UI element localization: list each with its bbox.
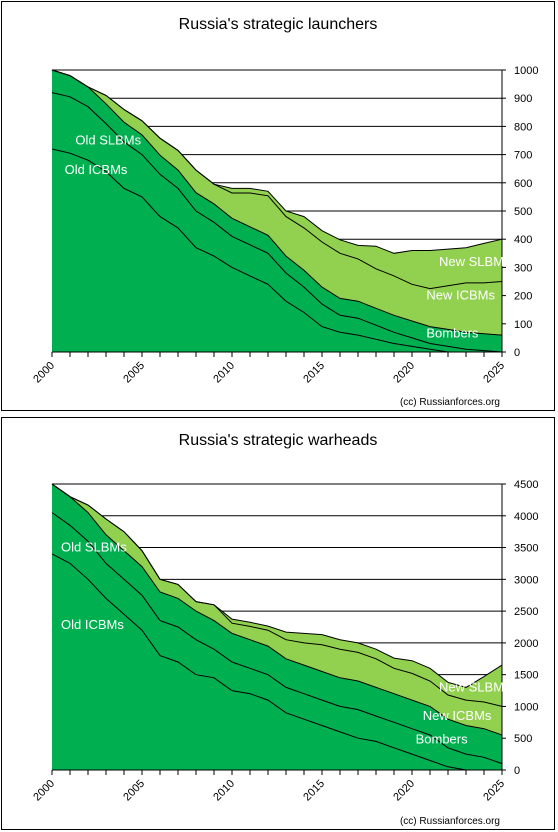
chart-title: Russia's strategic warheads [178,432,378,449]
series-label-new-icbms: New ICBMs [426,288,495,303]
area-old-icbms [52,553,502,770]
y-tick-label: 1500 [514,670,538,682]
line-bombers [51,69,503,336]
credit-text: (cc) Russianforces.org [400,816,500,827]
y-tick-label: 500 [514,733,532,745]
series-label-new-slbms: New SLBMs [439,254,511,269]
series-label-old-icbms: Old ICBMs [65,162,128,177]
area-new-slbms [52,70,502,289]
y-tick-label: 100 [514,319,532,331]
x-tick-label: 2000 [31,778,57,804]
area-old-icbms [52,149,502,352]
y-tick-label: 3000 [514,574,538,586]
x-tick-label: 2000 [31,360,57,386]
series-label-old-icbms: Old ICBMs [61,617,124,632]
series-label-new-slbms: New SLBMs [439,679,511,694]
series-label-bombers: Bombers [416,731,469,746]
y-tick-label: 3500 [514,543,538,555]
series-boundaries [51,483,503,771]
y-tick-label: 0 [514,765,520,777]
y-tick-label: 2000 [514,638,538,650]
area-bombers [52,484,502,764]
area-new-icbms [52,70,502,336]
line-old-slbms [51,512,503,765]
y-tick-label: 600 [514,178,532,190]
x-tick-label: 2020 [391,360,417,386]
x-tick-label: 2025 [481,778,507,804]
y-tick-label: 700 [514,150,532,162]
line-old-slbms [51,92,503,353]
x-tick-label: 2015 [301,360,327,386]
y-tick-label: 4000 [514,511,538,523]
y-tick-label: 2500 [514,606,538,618]
series-label-old-slbms: Old SLBMs [75,133,141,148]
area-old-slbms [52,92,502,352]
warheads-chart: 4500 4000 3500 3000 2500 2000 1500 1000 500 0 2000… [31,479,538,827]
x-tick-label: 2005 [121,778,147,804]
line-old-icbms [51,148,502,353]
series-label-new-icbms: New ICBMs [423,708,492,723]
series-label-bombers: Bombers [426,326,479,341]
area-new-icbms [52,484,502,735]
y-tick-label: 800 [514,121,532,133]
y-tick-label: 200 [514,291,532,303]
y-tick-label: 900 [514,93,532,105]
x-tick-label: 2010 [211,360,237,386]
line-new-slbms [51,69,503,254]
x-tick-label: 2010 [211,778,237,804]
credit-text: (cc) Russianforces.org [400,397,500,408]
area-series [52,484,502,770]
line-new-slbms [51,483,503,688]
x-tick-label: 2025 [481,360,507,386]
x-tick-label: 2020 [391,778,417,804]
warheads-chart-panel: Russia's strategic warheads 4500 4000 3500… [1,417,555,830]
y-tick-label: 1000 [514,65,538,77]
line-bombers [51,483,503,736]
line-old-icbms [51,553,502,771]
chart-title: Russia's strategic launchers [178,16,378,33]
y-tick-label: 400 [514,234,532,246]
launchers-chart-panel: Russia's strategic launchers 1000 900 800 7… [1,1,555,411]
y-tick-label: 0 [514,347,520,359]
y-tick-label: 1000 [514,701,538,713]
x-tick-label: 2015 [301,778,327,804]
y-tick-label: 500 [514,206,532,218]
series-label-old-slbms: Old SLBMs [61,540,127,555]
series-boundaries [51,69,503,353]
y-tick-label: 4500 [514,479,538,491]
y-tick-label: 300 [514,262,532,274]
area-series [52,70,502,352]
x-tick-label: 2005 [121,360,147,386]
area-bombers [52,70,502,352]
